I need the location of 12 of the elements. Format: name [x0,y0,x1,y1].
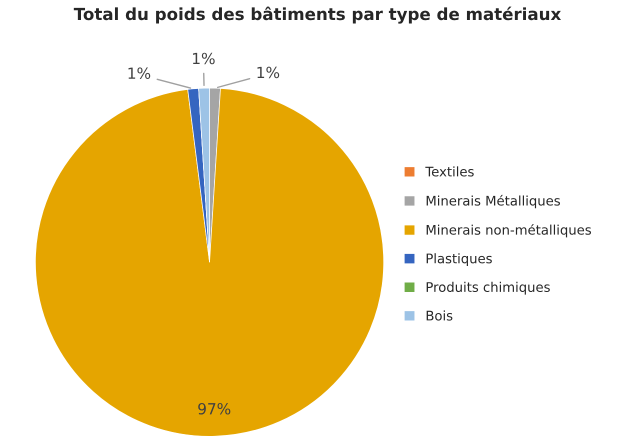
legend-label: Bois [426,310,452,321]
data-label: 1% [192,52,215,64]
legend-label: Textiles [425,166,474,177]
data-label: 97% [198,402,230,415]
legend-label: Produits chimiques [426,282,550,295]
data-label: 1% [128,67,150,79]
chart-title: Total du poids des bâtiments par type de matériaux [74,6,561,24]
data-label: 1% [257,66,280,78]
legend-label: Plastiques [426,253,492,266]
legend-label: Minerais Métalliques [426,194,560,208]
pie-slice [35,88,384,437]
legend-label: Minerais non-métalliques [426,224,592,238]
